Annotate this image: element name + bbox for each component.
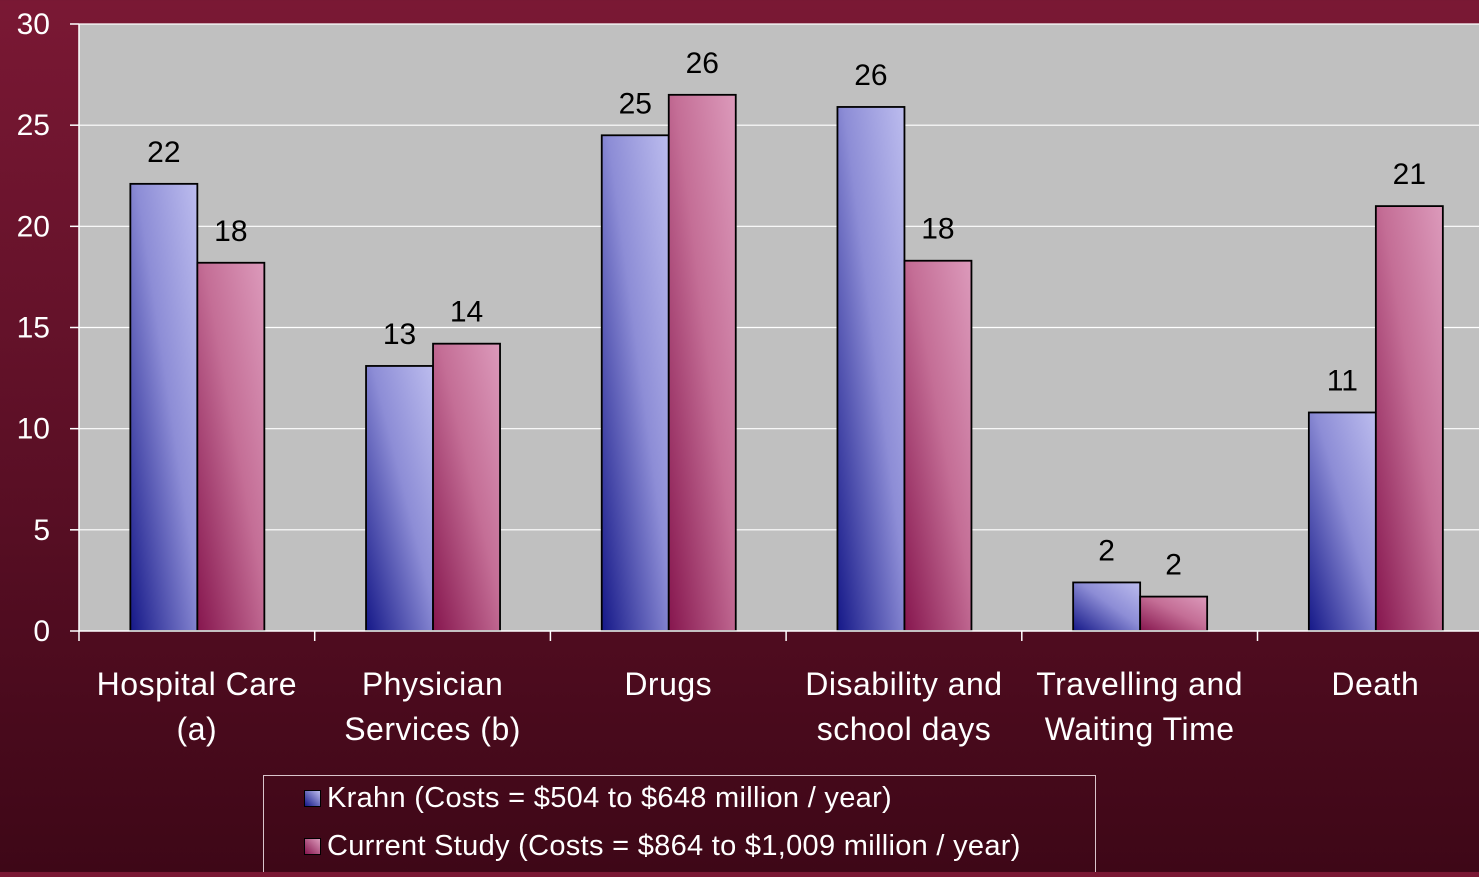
legend-item-current-study: Current Study (Costs = $864 to $1,009 mi… <box>304 830 1021 863</box>
legend-swatch-krahn <box>304 790 321 807</box>
data-label-krahn: 13 <box>383 318 416 351</box>
x-category-label: Death <box>1331 666 1419 702</box>
data-label-krahn: 26 <box>854 59 887 92</box>
bar-krahn <box>1307 411 1377 632</box>
data-label-krahn: 25 <box>619 87 652 120</box>
bar-current-study <box>903 259 973 632</box>
y-tick-label: 0 <box>33 615 50 648</box>
legend-item-krahn: Krahn (Costs = $504 to $648 million / ye… <box>304 782 892 815</box>
data-label-current-study: 14 <box>450 296 483 329</box>
bar-krahn <box>365 365 434 632</box>
bar-krahn <box>1072 581 1142 632</box>
y-tick-label: 25 <box>17 109 50 142</box>
bar-current-study <box>667 93 737 632</box>
x-category-label: Physician Services (b) <box>344 666 521 747</box>
data-label-current-study: 18 <box>921 213 954 246</box>
y-tick-label: 5 <box>33 514 50 547</box>
bar-current-study <box>1139 595 1209 632</box>
data-label-current-study: 18 <box>214 215 247 248</box>
legend: Krahn (Costs = $504 to $648 million / ye… <box>263 775 1096 872</box>
data-label-current-study: 26 <box>686 47 719 80</box>
y-tick-label: 15 <box>17 312 50 345</box>
y-tick-label: 30 <box>17 8 50 41</box>
legend-label-current-study: Current Study (Costs = $864 to $1,009 mi… <box>327 830 1021 862</box>
data-label-current-study: 2 <box>1165 549 1182 582</box>
x-category-label: Travelling and Waiting Time <box>1036 666 1243 747</box>
x-category-label: Hospital Care (a) <box>97 666 297 747</box>
bar-current-study <box>196 261 266 632</box>
bar-current-study <box>1374 205 1444 632</box>
bar-current-study <box>432 342 501 632</box>
legend-swatch-current-study <box>304 838 321 855</box>
data-label-krahn: 2 <box>1098 534 1115 567</box>
bar-krahn <box>129 182 199 632</box>
data-label-krahn: 22 <box>147 136 180 169</box>
data-label-current-study: 21 <box>1393 158 1426 191</box>
x-category-label: Drugs <box>624 666 712 702</box>
bar-krahn <box>600 134 670 632</box>
y-tick-label: 20 <box>17 210 50 243</box>
y-tick-label: 10 <box>17 413 50 446</box>
x-category-label: Disability and school days <box>805 666 1002 747</box>
bar-krahn <box>836 106 906 632</box>
data-label-krahn: 11 <box>1327 364 1358 397</box>
legend-label-krahn: Krahn (Costs = $504 to $648 million / ye… <box>327 782 892 814</box>
